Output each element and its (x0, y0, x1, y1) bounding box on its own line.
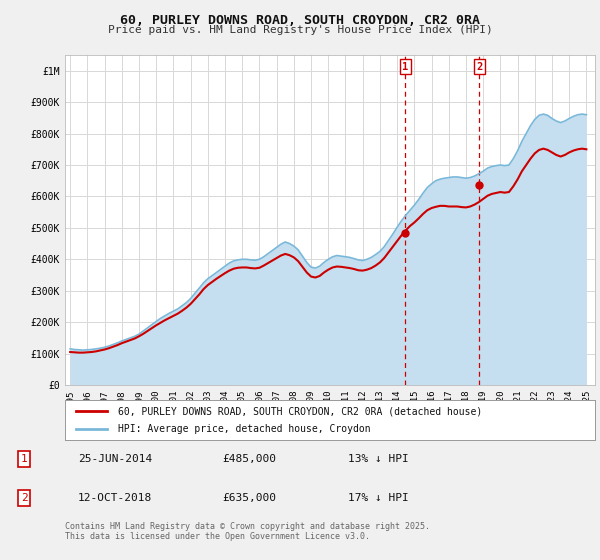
Text: 2: 2 (476, 62, 482, 72)
Text: 17% ↓ HPI: 17% ↓ HPI (348, 493, 409, 503)
Text: 1: 1 (402, 62, 409, 72)
Text: 25-JUN-2014: 25-JUN-2014 (78, 454, 152, 464)
Text: HPI: Average price, detached house, Croydon: HPI: Average price, detached house, Croy… (118, 424, 371, 434)
Text: Contains HM Land Registry data © Crown copyright and database right 2025.
This d: Contains HM Land Registry data © Crown c… (65, 522, 430, 542)
Text: 12-OCT-2018: 12-OCT-2018 (78, 493, 152, 503)
Text: 60, PURLEY DOWNS ROAD, SOUTH CROYDON, CR2 0RA (detached house): 60, PURLEY DOWNS ROAD, SOUTH CROYDON, CR… (118, 406, 482, 416)
Text: 13% ↓ HPI: 13% ↓ HPI (348, 454, 409, 464)
Text: Price paid vs. HM Land Registry's House Price Index (HPI): Price paid vs. HM Land Registry's House … (107, 25, 493, 35)
Text: £635,000: £635,000 (222, 493, 276, 503)
Text: 60, PURLEY DOWNS ROAD, SOUTH CROYDON, CR2 0RA: 60, PURLEY DOWNS ROAD, SOUTH CROYDON, CR… (120, 14, 480, 27)
Text: 2: 2 (20, 493, 28, 503)
Text: £485,000: £485,000 (222, 454, 276, 464)
Text: 1: 1 (20, 454, 28, 464)
